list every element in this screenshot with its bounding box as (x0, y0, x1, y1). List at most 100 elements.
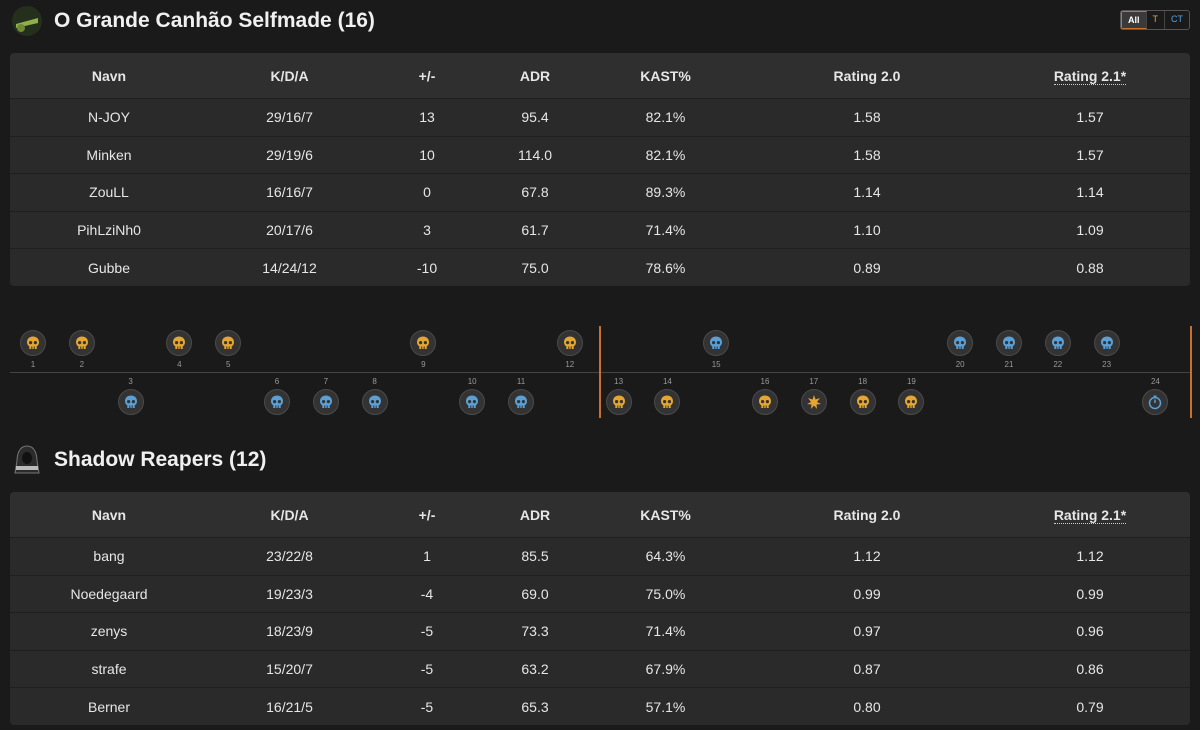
player-name-cell[interactable]: Berner (87, 698, 131, 715)
toggle-all-button[interactable]: All (1120, 11, 1147, 29)
skull-icon (952, 335, 968, 351)
round-number: 7 (323, 377, 329, 386)
player-kast-cell: 89.3% (645, 184, 686, 201)
player-adr-cell: 85.5 (521, 548, 549, 565)
player-kda-cell: 29/19/6 (266, 146, 313, 163)
round-number: 16 (760, 377, 770, 386)
player-name-cell[interactable]: N-JOY (88, 109, 130, 126)
round-result-11[interactable] (508, 389, 534, 415)
player-name-cell[interactable]: bang (93, 548, 125, 565)
round-number: 1 (30, 360, 36, 369)
rating21-tooltip-trigger[interactable]: Rating 2.1* (1053, 67, 1127, 85)
player-pm-cell: -4 (420, 585, 434, 602)
round-timeline: 1 2 3 4 5 6 7 8 9 10 11 12 13 14 15 16 17 18 19 20 21 22 23 24 (0, 322, 1200, 418)
player-kda-cell: 19/23/3 (266, 585, 313, 602)
round-result-8[interactable] (361, 389, 388, 415)
round-result-20[interactable] (947, 330, 974, 356)
round-result-16[interactable] (752, 389, 778, 415)
player-name-cell[interactable]: Gubbe (87, 259, 131, 276)
round-result-3[interactable] (117, 389, 144, 415)
player-adr-cell: 114.0 (518, 146, 552, 163)
round-result-18[interactable] (849, 389, 876, 415)
skull-icon (367, 394, 383, 410)
round-result-2[interactable] (68, 330, 95, 356)
round-number: 9 (421, 360, 426, 369)
col-adr-header: ADR (519, 506, 551, 523)
round-number: 6 (274, 377, 280, 386)
round-result-19[interactable] (898, 389, 925, 415)
round-result-21[interactable] (996, 330, 1022, 356)
skull-icon (562, 335, 578, 351)
player-pm-cell: 10 (419, 146, 435, 163)
player-row: PihLziNh0 20/17/6 3 61.7 71.4% 1.10 1.09 (10, 210, 1190, 249)
stats-table-top: Navn K/D/A +/- ADR KAST% Rating 2.0 Rati… (10, 53, 1190, 286)
player-name-cell[interactable]: strafe (91, 661, 127, 678)
round-result-7[interactable] (312, 389, 339, 415)
player-kast-cell: 71.4% (645, 623, 686, 640)
round-result-9[interactable] (410, 330, 437, 356)
player-r20-cell: 0.97 (853, 623, 881, 640)
round-number: 22 (1053, 360, 1063, 369)
player-adr-cell: 69.0 (521, 585, 549, 602)
player-name-cell[interactable]: ZouLL (89, 184, 129, 201)
round-result-4[interactable] (166, 330, 193, 356)
col-kast-header: KAST% (640, 506, 691, 523)
round-result-13[interactable] (605, 389, 632, 415)
round-number: 18 (858, 377, 868, 386)
col-kast-header: KAST% (640, 67, 691, 84)
player-r20-cell: 0.87 (853, 661, 881, 678)
round-result-1[interactable] (20, 330, 46, 356)
round-result-23[interactable] (1093, 330, 1120, 356)
col-rating21-header[interactable]: Rating 2.1* (990, 67, 1190, 85)
rating21-tooltip-trigger[interactable]: Rating 2.1* (1053, 506, 1127, 524)
player-r21-cell: 0.86 (1076, 661, 1104, 678)
player-name-cell[interactable]: Noedegaard (70, 585, 148, 602)
round-result-12[interactable] (556, 330, 583, 356)
skull-icon (25, 335, 41, 351)
player-kda-cell: 18/23/9 (266, 623, 313, 640)
col-kda-header: K/D/A (270, 67, 309, 84)
bomb-explosion-icon (806, 394, 822, 410)
player-kast-cell: 67.9% (645, 661, 686, 678)
player-r20-cell: 1.10 (853, 222, 881, 239)
player-name-cell[interactable]: PihLziNh0 (77, 222, 141, 239)
skull-icon (1099, 335, 1115, 351)
skull-icon (74, 335, 90, 351)
round-result-22[interactable] (1044, 330, 1071, 356)
round-number: 5 (225, 360, 231, 369)
player-row: bang 23/22/8 1 85.5 64.3% 1.12 1.12 (10, 537, 1190, 575)
player-r20-cell: 1.12 (853, 548, 881, 565)
player-row: Berner 16/21/5 -5 65.3 57.1% 0.80 0.79 (10, 687, 1190, 725)
canhao-logo-icon (10, 4, 44, 38)
round-number: 15 (711, 360, 721, 369)
player-r20-cell: 1.14 (853, 184, 881, 201)
round-number: 24 (1150, 377, 1160, 386)
player-name-cell[interactable]: zenys (90, 623, 128, 640)
round-result-15[interactable] (703, 330, 730, 356)
skull-icon (1001, 335, 1017, 351)
player-adr-cell: 65.3 (521, 698, 549, 715)
team-name-top: O Grande Canhão Selfmade (16) (54, 9, 375, 32)
round-result-24[interactable] (1142, 389, 1169, 415)
player-kast-cell: 78.6% (645, 259, 686, 276)
player-row: N-JOY 29/16/7 13 95.4 82.1% 1.58 1.57 (10, 98, 1190, 136)
toggle-t-button[interactable]: T (1147, 11, 1165, 29)
round-result-17[interactable] (800, 389, 827, 415)
skull-icon (513, 394, 529, 410)
player-kast-cell: 75.0% (645, 585, 686, 602)
player-r20-cell: 1.58 (853, 146, 881, 163)
player-kda-cell: 20/17/6 (266, 222, 313, 239)
col-rating21-header[interactable]: Rating 2.1* (990, 506, 1190, 524)
player-adr-cell: 63.2 (521, 661, 549, 678)
skull-icon (269, 394, 285, 410)
round-result-5[interactable] (215, 330, 242, 356)
round-result-6[interactable] (264, 389, 290, 415)
skull-icon (757, 394, 773, 410)
toggle-ct-button[interactable]: CT (1171, 14, 1183, 24)
player-name-cell[interactable]: Minken (86, 146, 132, 163)
round-result-14[interactable] (654, 389, 681, 415)
player-adr-cell: 67.8 (521, 184, 549, 201)
player-row: Gubbe 14/24/12 -10 75.0 78.6% 0.89 0.88 (10, 248, 1190, 286)
round-result-10[interactable] (459, 389, 486, 415)
col-name-header: Navn (91, 67, 127, 84)
